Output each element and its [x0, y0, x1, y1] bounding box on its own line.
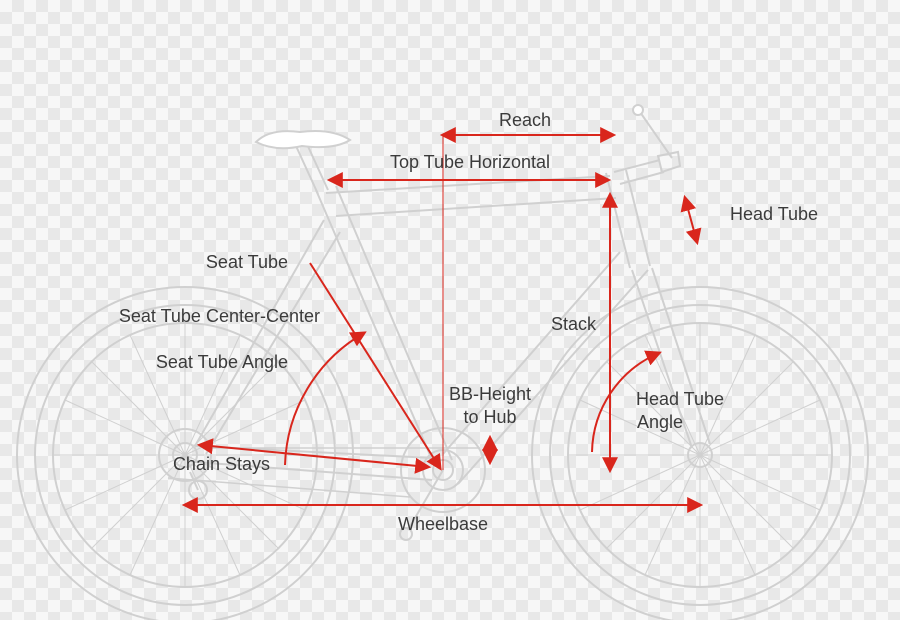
- seat-tube-line: [310, 263, 440, 468]
- label-seat-tube: Seat Tube: [206, 252, 288, 272]
- label-reach: Reach: [499, 110, 551, 130]
- head-tube-line: [685, 198, 697, 242]
- label-seat-tube-cc: Seat Tube Center-Center: [119, 306, 320, 326]
- label-bb-height-1: BB-Height: [449, 384, 531, 404]
- label-seat-tube-angle: Seat Tube Angle: [156, 352, 288, 372]
- label-chain-stays: Chain Stays: [173, 454, 270, 474]
- geometry-diagram: Reach Top Tube Horizontal Head Tube Seat…: [0, 0, 900, 620]
- labels: Reach Top Tube Horizontal Head Tube Seat…: [119, 110, 818, 534]
- label-stack: Stack: [551, 314, 597, 334]
- label-head-tube-angle-2: Angle: [637, 412, 683, 432]
- label-head-tube-angle-1: Head Tube: [636, 389, 724, 409]
- label-top-tube: Top Tube Horizontal: [390, 152, 550, 172]
- label-bb-height-2: to Hub: [463, 407, 516, 427]
- label-head-tube: Head Tube: [730, 204, 818, 224]
- label-wheelbase: Wheelbase: [398, 514, 488, 534]
